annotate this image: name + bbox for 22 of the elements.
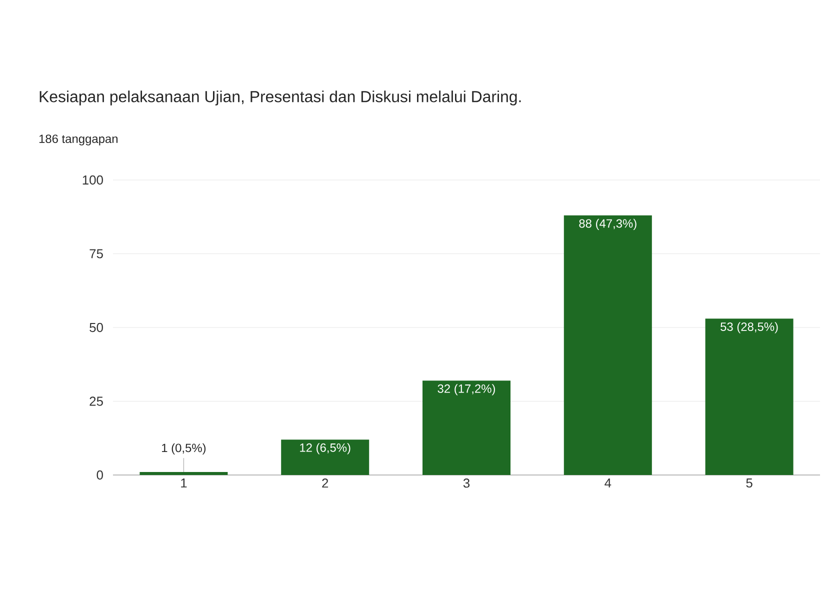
x-tick-label: 4 [604,478,612,488]
x-tick-label: 3 [463,478,470,488]
chart-subtitle: 186 tanggapan [39,134,118,146]
x-tick-label: 2 [322,478,328,488]
y-tick-label: 50 [90,322,103,332]
data-label: 1 (0,5%) [162,443,206,455]
data-label: 53 (28,5%) [720,322,778,334]
x-tick-label: 5 [746,478,752,488]
data-label: 32 (17,2%) [438,384,495,396]
bar [705,318,794,475]
y-tick-label: 0 [96,470,103,480]
data-label: 12 (6,5%) [300,443,350,454]
data-label: 88 (47,3%) [579,218,636,230]
y-tick-label: 75 [90,249,103,258]
x-tick-label: 1 [181,478,187,488]
bar [564,215,652,475]
bar [422,380,511,475]
y-tick-label: 100 [82,175,103,185]
bar [281,440,370,475]
bar [140,472,228,475]
y-tick-label: 25 [90,396,103,406]
chart-title: Kesiapan pelaksanaan Ujian, Presentasi dan Diskusi melalui Daring. [40,90,521,106]
